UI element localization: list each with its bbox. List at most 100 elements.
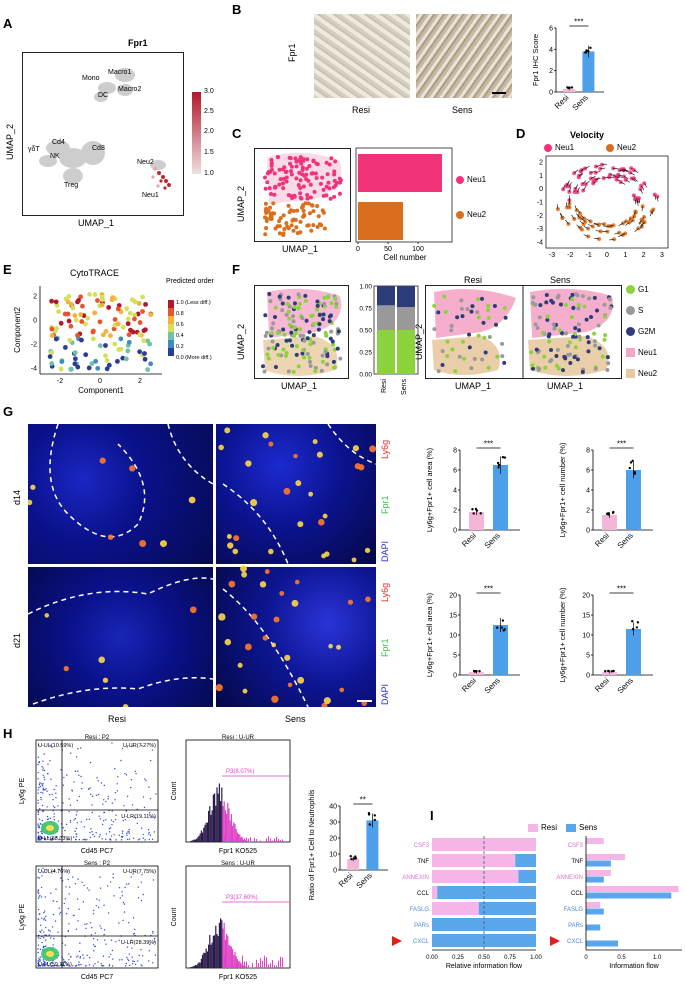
cell-point xyxy=(531,295,536,300)
x-tick-label: Resi xyxy=(460,676,478,694)
velocity-arrow xyxy=(577,187,580,193)
velocity-arrow xyxy=(574,205,578,211)
hist-bin xyxy=(238,961,239,968)
data-point xyxy=(349,855,352,858)
neu1-point xyxy=(269,160,274,165)
event-dot xyxy=(38,896,40,898)
data-point xyxy=(367,811,371,815)
cell-point xyxy=(442,294,447,299)
category-label: FASLG xyxy=(410,907,430,913)
cell-point xyxy=(112,317,118,322)
positive-cell xyxy=(295,480,302,487)
hist-bin xyxy=(218,922,220,968)
event-dot xyxy=(39,894,41,897)
event-dot xyxy=(42,782,44,785)
hist-xlabel: Fpr1 KO525 xyxy=(219,848,257,855)
y-tick-label: 20 xyxy=(582,593,590,600)
event-dot xyxy=(38,825,40,827)
x-tick-label: 0.75 xyxy=(504,955,516,961)
event-dot xyxy=(85,927,87,930)
velocity-arrow xyxy=(625,179,631,183)
cell-point xyxy=(142,351,147,356)
cell-point xyxy=(329,301,334,306)
event-dot xyxy=(40,896,43,898)
event-dot xyxy=(86,838,88,841)
event-dot xyxy=(140,949,142,951)
event-dot xyxy=(41,929,43,931)
y-axis-label: Ratio of Fpr1+ Cell to Neutrophils (%) xyxy=(307,790,316,900)
hist-bin xyxy=(212,794,214,842)
neu1-point xyxy=(269,157,274,162)
event-dot xyxy=(74,817,77,820)
event-dot xyxy=(69,821,72,823)
hist-bin xyxy=(221,787,223,842)
bar-sens xyxy=(586,940,618,947)
cell-point xyxy=(623,231,628,236)
neu1-point xyxy=(305,196,310,201)
cell-point xyxy=(325,362,330,367)
neu1-point xyxy=(277,167,282,172)
velocity-arrow xyxy=(641,206,643,212)
event-dot xyxy=(40,791,42,794)
event-dot xyxy=(51,746,53,748)
event-dot xyxy=(116,790,119,792)
neu1-point xyxy=(325,172,330,177)
event-dot xyxy=(56,900,58,903)
cell-point xyxy=(120,324,126,330)
cell-point xyxy=(294,352,299,357)
cell-point xyxy=(103,328,109,334)
cell-point xyxy=(280,308,285,313)
hist-bin xyxy=(229,820,231,842)
hist-bin xyxy=(234,824,236,842)
panel-letter-a: A xyxy=(3,16,13,31)
y-tick-label: 10 xyxy=(449,633,457,640)
cell-point xyxy=(593,343,598,348)
cell-point xyxy=(317,322,322,327)
event-dot xyxy=(42,760,44,762)
positive-cell xyxy=(226,534,232,539)
event-dot xyxy=(78,774,80,777)
velocity-arrow xyxy=(639,220,643,225)
cell-point xyxy=(580,369,585,374)
quadrant-ur: U-UR(7.75%) xyxy=(123,869,156,875)
event-dot xyxy=(125,962,127,965)
x-tick-label: Resi xyxy=(337,871,355,889)
neu1-point xyxy=(265,180,270,185)
positive-cell xyxy=(250,613,258,620)
neu1-point xyxy=(288,156,293,161)
data-point xyxy=(373,818,376,822)
data-point xyxy=(628,466,632,470)
event-dot xyxy=(55,797,57,799)
event-dot xyxy=(141,955,144,957)
event-dot xyxy=(67,870,69,872)
event-dot xyxy=(123,805,125,807)
cell-point xyxy=(297,327,302,332)
hist-bin xyxy=(226,813,228,842)
cell-point xyxy=(457,354,462,359)
event-dot xyxy=(98,899,100,901)
event-dot xyxy=(78,964,80,966)
cell-point xyxy=(486,315,491,320)
legend-label: G2M xyxy=(638,327,656,336)
positive-cell xyxy=(268,548,274,555)
event-dot xyxy=(44,919,47,921)
bar-segment-g2m xyxy=(397,286,415,308)
event-dot xyxy=(46,773,49,775)
cell-point xyxy=(128,327,133,333)
panel-a-umap-svg xyxy=(39,68,171,190)
event-dot xyxy=(57,931,59,933)
if-overlay xyxy=(28,424,376,707)
y-tick-label: 2 xyxy=(549,68,553,75)
event-dot xyxy=(110,881,112,883)
hist-bin xyxy=(270,838,271,842)
hist-bin xyxy=(214,935,216,968)
positive-cell xyxy=(244,643,252,651)
cell-point xyxy=(58,320,64,326)
event-dot xyxy=(148,838,151,841)
cell-point xyxy=(547,339,552,344)
legend-gradient-segment xyxy=(168,332,174,340)
event-dot xyxy=(44,837,47,840)
neu1-point xyxy=(305,193,310,198)
cell-point xyxy=(141,338,147,344)
